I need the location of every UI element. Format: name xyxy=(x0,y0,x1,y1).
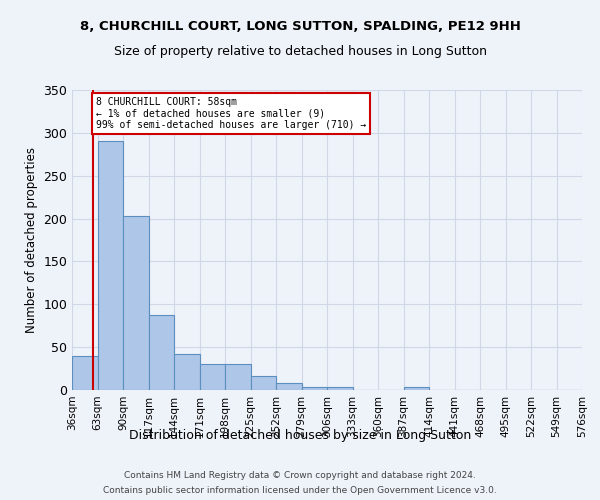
Text: Size of property relative to detached houses in Long Sutton: Size of property relative to detached ho… xyxy=(113,45,487,58)
Text: Distribution of detached houses by size in Long Sutton: Distribution of detached houses by size … xyxy=(129,428,471,442)
Bar xyxy=(149,316,174,390)
Bar xyxy=(327,386,353,390)
Bar xyxy=(200,364,225,390)
Bar xyxy=(225,364,251,390)
Bar xyxy=(276,383,302,390)
Bar xyxy=(97,142,123,390)
Bar xyxy=(174,354,199,390)
Text: Contains HM Land Registry data © Crown copyright and database right 2024.: Contains HM Land Registry data © Crown c… xyxy=(124,471,476,480)
Bar xyxy=(404,386,429,390)
Text: 8, CHURCHILL COURT, LONG SUTTON, SPALDING, PE12 9HH: 8, CHURCHILL COURT, LONG SUTTON, SPALDIN… xyxy=(80,20,520,33)
Text: Contains public sector information licensed under the Open Government Licence v3: Contains public sector information licen… xyxy=(103,486,497,495)
Text: 8 CHURCHILL COURT: 58sqm
← 1% of detached houses are smaller (9)
99% of semi-det: 8 CHURCHILL COURT: 58sqm ← 1% of detache… xyxy=(95,97,366,130)
Bar xyxy=(72,356,97,390)
Bar xyxy=(123,216,149,390)
Bar xyxy=(302,386,327,390)
Y-axis label: Number of detached properties: Number of detached properties xyxy=(25,147,38,333)
Bar xyxy=(251,376,276,390)
